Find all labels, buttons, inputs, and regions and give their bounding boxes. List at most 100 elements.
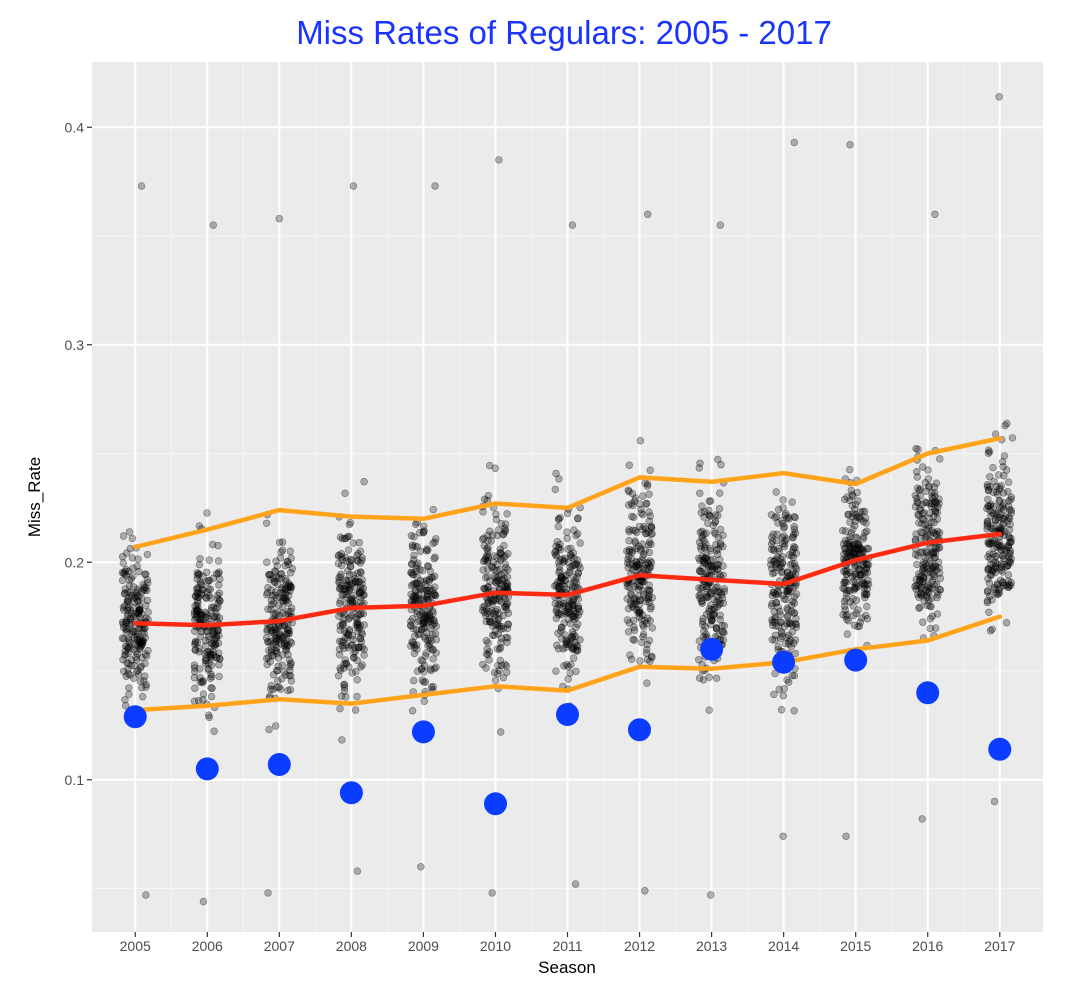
jitter-point bbox=[120, 651, 129, 660]
jitter-point bbox=[422, 610, 430, 618]
x-tick-label: 2008 bbox=[336, 938, 367, 954]
jitter-point bbox=[277, 685, 285, 693]
jitter-point bbox=[863, 590, 871, 599]
jitter-point bbox=[636, 657, 644, 665]
jitter-point bbox=[778, 516, 786, 525]
jitter-point bbox=[133, 562, 141, 570]
jitter-point bbox=[118, 634, 127, 642]
jitter-point bbox=[199, 677, 208, 685]
jitter-point bbox=[422, 576, 431, 584]
jitter-point bbox=[275, 538, 284, 547]
jitter-point bbox=[354, 623, 362, 632]
jitter-point bbox=[126, 544, 135, 553]
jitter-point bbox=[134, 609, 143, 618]
jitter-point bbox=[413, 573, 421, 581]
jitter-point bbox=[416, 565, 424, 574]
jitter-point bbox=[848, 572, 856, 581]
jitter-point bbox=[355, 587, 364, 596]
jitter-point bbox=[215, 589, 224, 597]
jitter-point bbox=[207, 594, 215, 602]
jitter-point bbox=[131, 633, 139, 642]
jitter-point bbox=[648, 653, 656, 662]
jitter-point bbox=[199, 572, 207, 581]
jitter-point bbox=[335, 551, 343, 559]
jitter-point bbox=[840, 597, 849, 605]
jitter-point bbox=[719, 571, 727, 579]
jitter-point bbox=[425, 612, 433, 620]
jitter-point bbox=[353, 692, 361, 701]
jitter-point bbox=[992, 589, 1000, 597]
jitter-point bbox=[191, 646, 199, 654]
jitter-point bbox=[360, 621, 368, 629]
jitter-point bbox=[985, 608, 993, 616]
jitter-point bbox=[282, 610, 290, 619]
jitter-point bbox=[340, 683, 349, 692]
jitter-point bbox=[340, 660, 348, 668]
jitter-point bbox=[859, 579, 867, 587]
jitter-point bbox=[356, 634, 365, 643]
jitter-point bbox=[429, 505, 437, 514]
jitter-point bbox=[490, 552, 498, 560]
jitter-point bbox=[424, 641, 432, 650]
jitter-point bbox=[645, 508, 653, 516]
jitter-point bbox=[119, 569, 128, 577]
x-tick-label: 2005 bbox=[120, 938, 151, 954]
jitter-point bbox=[263, 660, 271, 669]
jitter-point bbox=[852, 500, 860, 509]
jitter-point bbox=[288, 564, 296, 573]
jitter-point bbox=[121, 567, 129, 575]
jitter-point bbox=[127, 575, 136, 583]
jitter-point bbox=[409, 593, 417, 601]
jitter-point bbox=[263, 588, 272, 597]
jitter-point bbox=[269, 670, 278, 679]
jitter-point bbox=[136, 645, 144, 653]
jitter-point bbox=[279, 538, 287, 546]
jitter-point bbox=[205, 632, 213, 640]
jitter-point bbox=[709, 521, 717, 530]
jitter-point bbox=[340, 590, 348, 599]
jitter-point bbox=[349, 571, 358, 579]
jitter-point bbox=[355, 644, 363, 652]
jitter-point bbox=[497, 661, 506, 670]
jitter-point bbox=[287, 607, 295, 616]
jitter-point bbox=[346, 584, 354, 592]
jitter-point bbox=[341, 584, 349, 593]
jitter-point bbox=[784, 678, 793, 686]
jitter-point bbox=[277, 570, 285, 578]
jitter-point bbox=[562, 660, 571, 669]
jitter-point bbox=[121, 589, 129, 597]
jitter-point bbox=[125, 581, 134, 590]
jitter-point bbox=[128, 630, 136, 639]
jitter-point bbox=[284, 650, 292, 659]
jitter-point bbox=[357, 588, 365, 597]
jitter-point bbox=[286, 581, 294, 590]
jitter-point bbox=[143, 596, 152, 605]
jitter-point bbox=[272, 557, 280, 565]
jitter-point bbox=[571, 880, 580, 888]
jitter-point bbox=[139, 638, 147, 646]
jitter-point bbox=[648, 529, 656, 538]
x-tick-label: 2015 bbox=[840, 938, 871, 954]
jitter-point bbox=[264, 637, 272, 646]
jitter-point bbox=[282, 645, 290, 653]
jitter-point bbox=[338, 561, 346, 570]
jitter-point bbox=[563, 534, 571, 543]
jitter-point bbox=[214, 639, 223, 647]
jitter-point bbox=[125, 690, 133, 698]
jitter-point bbox=[984, 495, 992, 504]
jitter-point bbox=[342, 641, 350, 649]
jitter-point bbox=[778, 559, 787, 567]
jitter-point bbox=[636, 608, 644, 617]
jitter-point bbox=[995, 93, 1003, 101]
highlight-point bbox=[339, 781, 363, 805]
jitter-point bbox=[205, 585, 213, 593]
jitter-point bbox=[912, 581, 920, 590]
jitter-point bbox=[335, 651, 344, 659]
jitter-point bbox=[854, 622, 862, 631]
jitter-point bbox=[984, 486, 993, 494]
jitter-point bbox=[140, 583, 149, 591]
jitter-point bbox=[138, 653, 146, 662]
jitter-point bbox=[989, 566, 998, 574]
jitter-point bbox=[573, 530, 582, 538]
jitter-point bbox=[419, 595, 428, 603]
